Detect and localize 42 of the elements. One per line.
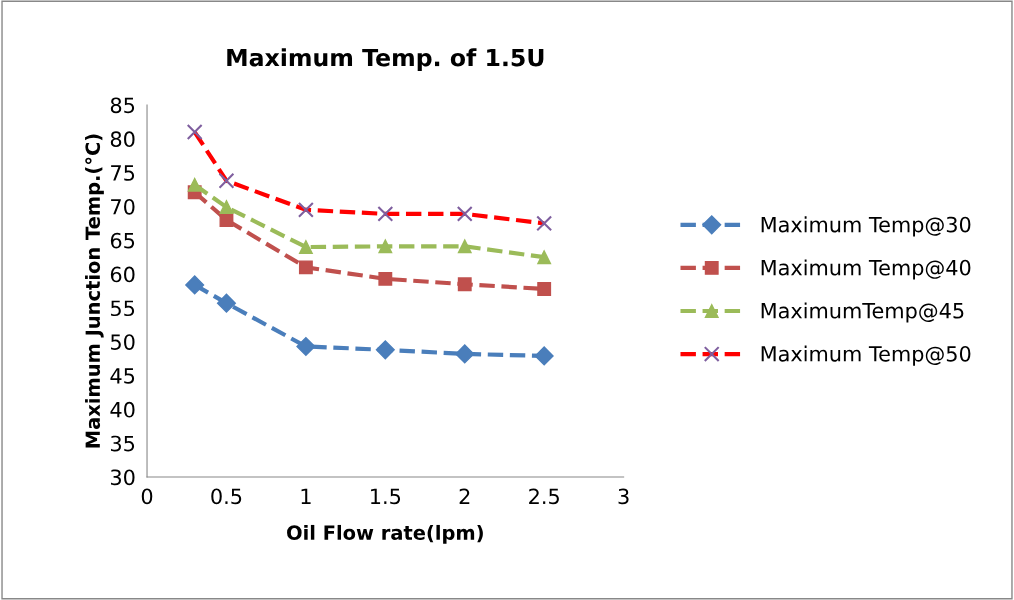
point — [537, 250, 552, 265]
legend-label: Maximum Temp@40 — [761, 259, 971, 280]
point — [219, 200, 234, 215]
point — [457, 277, 472, 292]
x-tick-label: 1.5 — [371, 488, 401, 505]
legend-label: Maximum Temp@50 — [761, 345, 971, 366]
point — [378, 239, 393, 254]
point — [187, 177, 202, 192]
y-tick-label: 45 — [110, 368, 135, 384]
y-tick-label: 75 — [111, 165, 135, 181]
point — [537, 282, 552, 296]
legend-label: Maximum Temp@30 — [761, 216, 971, 237]
y-tick-label: 60 — [110, 266, 135, 283]
point — [534, 346, 554, 366]
point — [298, 240, 313, 254]
x-axis-title: Oil Flow rate(lpm) — [287, 524, 483, 544]
x-tick-label: 0.5 — [211, 488, 242, 505]
chart-title: Maximum Temp. of 1.5U — [227, 48, 544, 72]
point — [185, 275, 205, 295]
y-axis-title: Maximum Junction Temp.(°C) — [85, 134, 104, 448]
point — [296, 336, 316, 356]
legend-label: MaximumTemp@45 — [761, 302, 964, 323]
x-tick-label: 2 — [459, 488, 470, 504]
point — [378, 271, 393, 286]
x-tick-label: 1 — [301, 488, 311, 504]
y-tick-label: 65 — [110, 232, 135, 249]
point — [455, 344, 475, 364]
y-tick-label: 55 — [111, 300, 135, 317]
point — [375, 340, 395, 360]
y-tick-label: 70 — [111, 198, 135, 215]
y-tick-label: 35 — [111, 435, 135, 452]
y-tick-label: 85 — [110, 97, 135, 114]
point — [457, 239, 472, 254]
x-tick-label: 3 — [618, 488, 629, 505]
y-tick-label: 80 — [110, 131, 135, 148]
point — [216, 293, 236, 313]
point — [298, 260, 313, 275]
y-tick-label: 30 — [111, 469, 135, 486]
y-tick-label: 40 — [110, 401, 135, 418]
x-tick-label: 0 — [141, 488, 153, 505]
y-tick-label: 50 — [111, 334, 135, 350]
x-tick-label: 2.5 — [529, 488, 559, 505]
